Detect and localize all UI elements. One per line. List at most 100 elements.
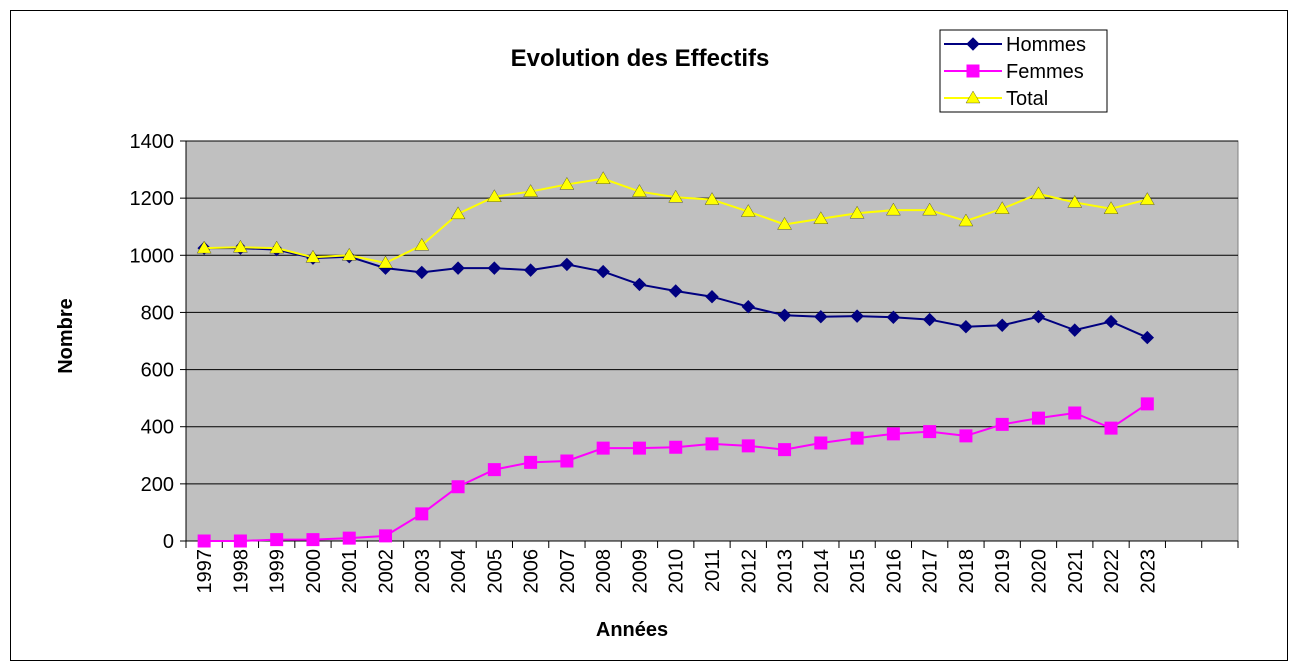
- y-tick-label: 600: [141, 360, 174, 382]
- marker: [814, 310, 828, 324]
- legend-label: Femmes: [1006, 61, 1084, 83]
- marker: [378, 255, 393, 269]
- x-tick-label: 2003: [412, 549, 434, 594]
- y-tick-label: 1000: [130, 245, 175, 267]
- y-tick-label: 1200: [130, 188, 175, 210]
- marker: [451, 480, 465, 494]
- x-tick-label: 2015: [847, 549, 869, 594]
- marker: [994, 201, 1010, 214]
- marker: [632, 441, 646, 455]
- marker: [487, 261, 502, 275]
- marker: [1068, 406, 1082, 420]
- x-tick-label: 2022: [1101, 549, 1123, 594]
- marker: [923, 425, 937, 439]
- marker: [379, 529, 393, 543]
- legend-label: Total: [1006, 88, 1048, 110]
- x-axis-label: Années: [596, 619, 668, 641]
- marker: [559, 177, 575, 190]
- marker: [524, 455, 538, 469]
- marker: [196, 240, 212, 254]
- x-tick-label: 2014: [811, 549, 833, 594]
- marker: [1104, 314, 1118, 329]
- y-tick-label: 200: [141, 474, 174, 496]
- x-tick-label: 2001: [339, 549, 361, 594]
- chart-title: Evolution des Effectifs: [511, 45, 770, 72]
- x-tick-label: 2010: [666, 549, 688, 594]
- marker: [269, 240, 284, 254]
- marker: [705, 290, 719, 304]
- x-tick-label: 2018: [956, 549, 978, 594]
- marker: [523, 184, 538, 197]
- marker: [741, 204, 756, 217]
- marker: [958, 213, 974, 227]
- marker: [305, 249, 321, 263]
- marker: [414, 237, 430, 251]
- marker: [669, 440, 683, 454]
- x-tick-label: 1997: [194, 549, 216, 594]
- y-tick-label: 0: [163, 531, 174, 553]
- marker: [995, 417, 1009, 431]
- marker: [1140, 192, 1155, 205]
- marker: [632, 184, 647, 197]
- marker: [1031, 186, 1046, 200]
- marker: [415, 507, 429, 521]
- marker: [596, 264, 610, 279]
- x-tick-label: 2007: [557, 549, 579, 594]
- marker: [632, 277, 647, 292]
- marker: [886, 310, 901, 324]
- marker: [487, 189, 502, 202]
- marker: [814, 436, 828, 450]
- x-tick-label: 2011: [702, 549, 724, 592]
- marker: [341, 247, 357, 261]
- y-axis-label: Nombre: [55, 298, 77, 374]
- marker: [850, 431, 864, 445]
- x-tick-label: 2002: [376, 549, 398, 594]
- marker: [1104, 421, 1118, 435]
- marker: [959, 320, 973, 334]
- marker: [233, 534, 247, 548]
- y-tick-label: 1400: [130, 131, 175, 153]
- marker: [595, 171, 611, 184]
- marker: [850, 309, 864, 323]
- marker: [306, 533, 320, 547]
- marker: [922, 312, 937, 327]
- x-tick-label: 1999: [267, 549, 289, 594]
- marker: [1140, 330, 1155, 345]
- x-tick-label: 2004: [448, 549, 470, 594]
- x-tick-label: 1998: [230, 549, 252, 594]
- marker: [705, 437, 719, 451]
- marker: [270, 533, 284, 547]
- marker: [596, 441, 610, 455]
- y-tick-label: 400: [141, 417, 174, 439]
- plot-area: [185, 140, 1239, 542]
- x-tick-label: 2016: [883, 549, 905, 594]
- marker: [1031, 310, 1046, 324]
- marker: [233, 239, 248, 253]
- marker: [560, 454, 574, 468]
- marker: [669, 284, 683, 298]
- marker: [778, 443, 792, 457]
- marker: [965, 90, 981, 104]
- marker: [741, 439, 755, 453]
- marker: [704, 192, 720, 205]
- x-tick-label: 2009: [629, 549, 651, 594]
- marker: [966, 64, 980, 78]
- x-tick-label: 2017: [920, 549, 942, 594]
- marker: [813, 211, 829, 224]
- y-tick-label: 800: [141, 302, 174, 324]
- marker: [777, 308, 792, 322]
- x-tick-label: 2012: [738, 549, 760, 594]
- marker: [886, 427, 900, 441]
- marker: [1068, 323, 1082, 337]
- x-tick-label: 2000: [303, 549, 325, 594]
- x-tick-label: 2006: [521, 549, 543, 594]
- x-tick-label: 2021: [1065, 549, 1087, 594]
- x-tick-label: 2013: [775, 549, 797, 594]
- marker: [1031, 411, 1045, 425]
- x-tick-label: 2019: [992, 549, 1014, 594]
- legend-label: Hommes: [1006, 34, 1086, 56]
- marker: [415, 265, 429, 280]
- marker: [451, 261, 465, 275]
- marker: [487, 463, 501, 477]
